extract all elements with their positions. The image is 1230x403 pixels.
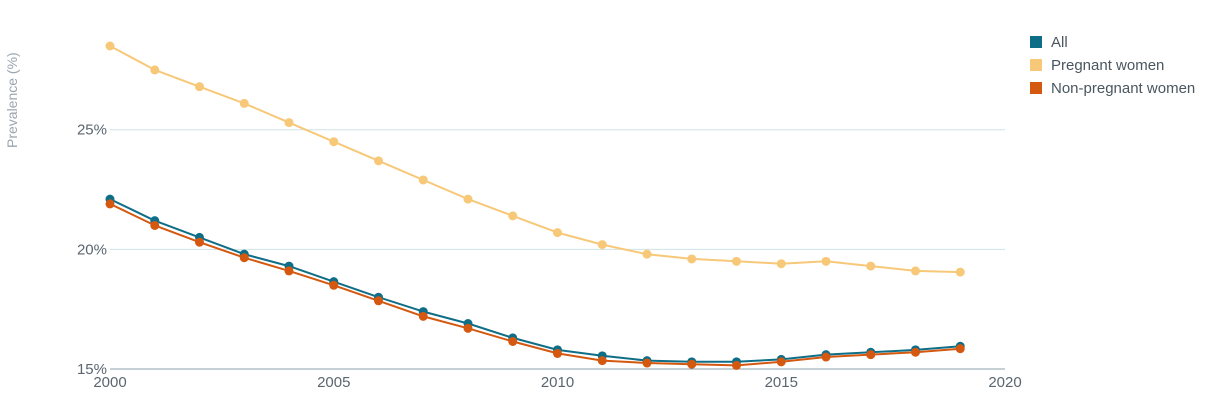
data-point[interactable]	[821, 352, 831, 362]
data-point[interactable]	[150, 220, 160, 230]
data-point[interactable]	[597, 356, 607, 366]
series-pregnant-women	[105, 41, 965, 277]
data-point[interactable]	[687, 254, 697, 264]
data-point[interactable]	[374, 296, 383, 306]
x-tick-label: 2005	[317, 374, 350, 391]
data-point[interactable]	[553, 348, 562, 358]
legend-swatch	[1030, 59, 1042, 71]
data-point[interactable]	[553, 228, 562, 238]
data-point[interactable]	[239, 98, 249, 108]
legend-swatch	[1030, 82, 1042, 94]
data-point[interactable]	[642, 249, 652, 259]
series-line	[109, 202, 961, 367]
data-point[interactable]	[195, 82, 204, 92]
series-line	[109, 198, 961, 363]
data-point[interactable]	[329, 137, 339, 147]
data-point[interactable]	[463, 323, 473, 333]
data-point[interactable]	[642, 358, 652, 368]
x-tick-label: 2010	[541, 374, 574, 391]
data-point[interactable]	[239, 253, 249, 263]
data-point[interactable]	[776, 357, 786, 367]
y-tick-label: 25%	[77, 122, 107, 139]
data-point[interactable]	[955, 344, 965, 354]
data-point[interactable]	[955, 267, 965, 277]
data-point[interactable]	[374, 156, 383, 166]
x-tick-label: 2000	[93, 374, 126, 391]
data-point[interactable]	[105, 199, 115, 209]
x-tick-label: 2015	[765, 374, 798, 391]
data-point[interactable]	[687, 359, 697, 369]
data-point[interactable]	[195, 237, 204, 247]
data-point[interactable]	[284, 118, 294, 128]
legend-label: All	[1051, 34, 1068, 51]
series-non-pregnant-women	[105, 199, 965, 370]
data-point[interactable]	[866, 261, 876, 271]
data-point[interactable]	[284, 266, 294, 276]
data-point[interactable]	[911, 266, 920, 276]
data-point[interactable]	[508, 336, 518, 346]
data-point[interactable]	[776, 259, 786, 269]
data-point[interactable]	[508, 211, 518, 221]
data-point[interactable]	[866, 350, 876, 360]
axes: 15% 20% 25% 2000 2005 2010 2015 2020	[77, 122, 1022, 391]
legend: All Pregnant women Non-pregnant women	[1030, 34, 1195, 97]
data-point[interactable]	[732, 360, 741, 370]
data-point[interactable]	[821, 256, 831, 266]
series-lines	[105, 41, 965, 370]
data-point[interactable]	[105, 41, 115, 51]
data-point[interactable]	[418, 311, 428, 321]
y-axis-label: Prevalence (%)	[4, 52, 20, 148]
gridlines	[110, 129, 1005, 250]
data-point[interactable]	[150, 65, 160, 75]
data-point[interactable]	[732, 256, 741, 266]
data-point[interactable]	[463, 194, 473, 204]
data-point[interactable]	[418, 175, 428, 185]
y-tick-label: 20%	[77, 241, 107, 258]
legend-label: Non-pregnant women	[1051, 80, 1195, 97]
data-point[interactable]	[329, 280, 339, 290]
series-all	[105, 194, 965, 367]
data-point[interactable]	[597, 240, 607, 250]
x-tick-label: 2020	[988, 374, 1021, 391]
series-line	[109, 45, 961, 274]
data-point[interactable]	[911, 347, 920, 357]
legend-label: Pregnant women	[1051, 57, 1164, 74]
y-tick-label: 15%	[77, 361, 107, 378]
legend-swatch	[1030, 36, 1042, 48]
